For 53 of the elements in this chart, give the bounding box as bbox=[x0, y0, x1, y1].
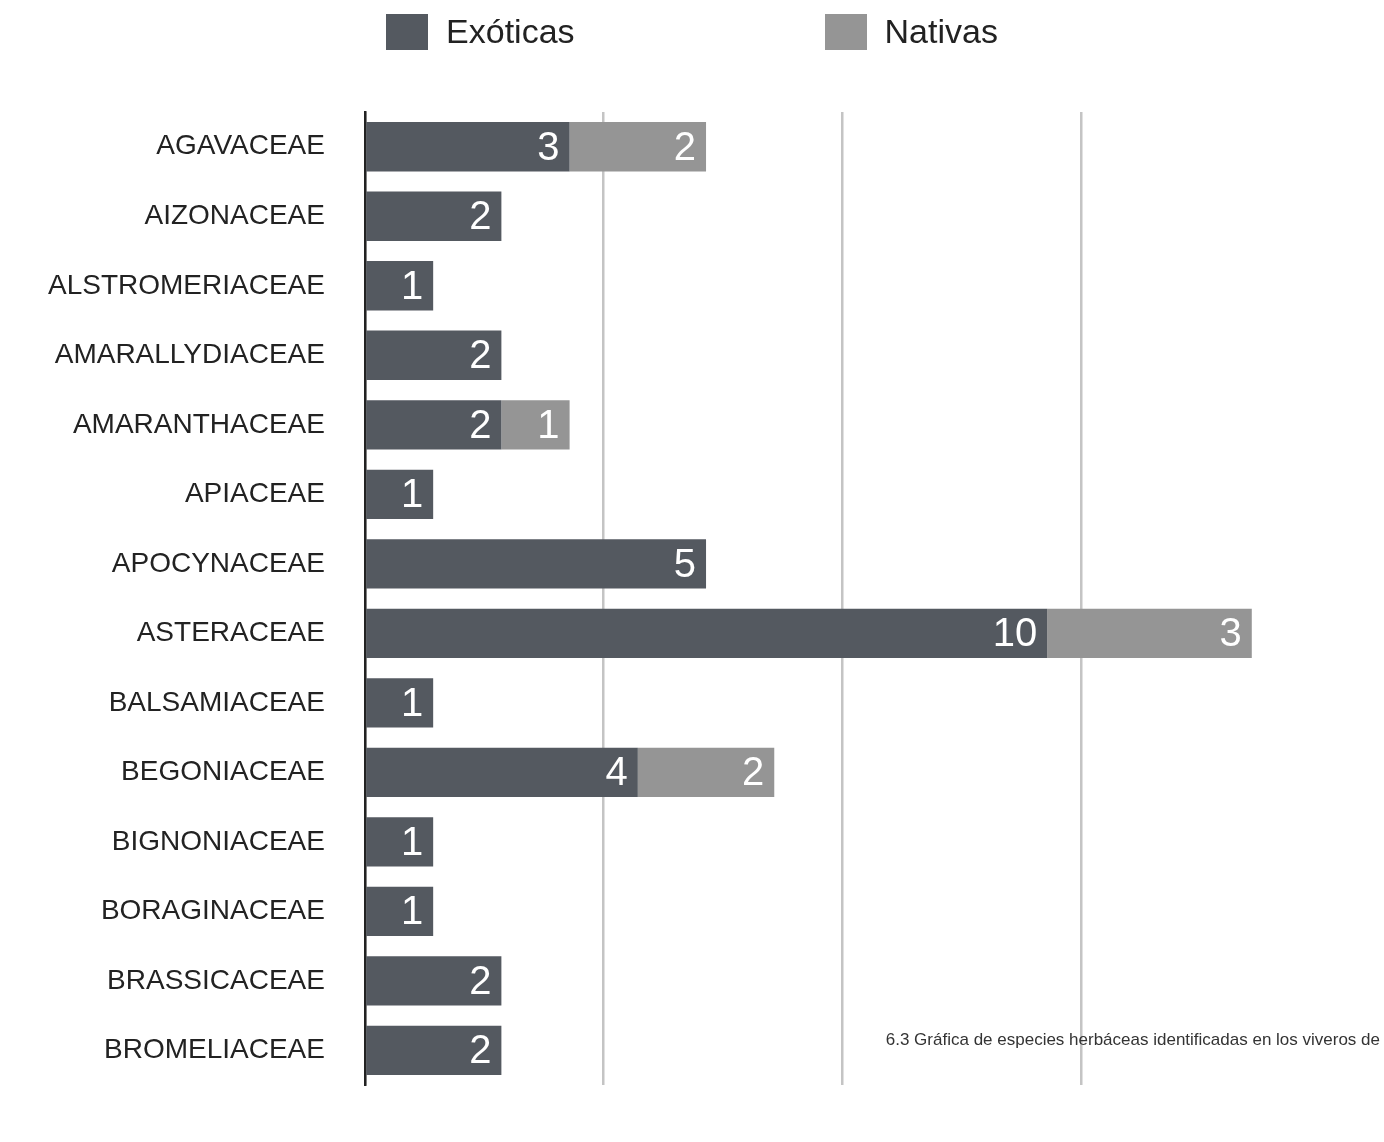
bar bbox=[366, 261, 434, 311]
y-tick-label: BIGNONIACEAE bbox=[111, 824, 325, 856]
data-label: 2 bbox=[469, 1027, 492, 1072]
data-label: 4 bbox=[605, 749, 628, 794]
bar bbox=[366, 956, 502, 1006]
y-tick-label: AIZONACEAE bbox=[144, 198, 325, 230]
y-tick-label: APOCYNACEAE bbox=[111, 546, 325, 578]
bar bbox=[366, 469, 434, 520]
data-label: 1 bbox=[400, 679, 424, 724]
data-label: 1 bbox=[400, 818, 424, 863]
bar bbox=[366, 539, 707, 589]
bar bbox=[366, 191, 502, 241]
legend-label: Exóticas bbox=[446, 12, 575, 51]
data-label: 2 bbox=[469, 332, 492, 377]
bar bbox=[637, 747, 775, 798]
data-label: 3 bbox=[1219, 610, 1242, 655]
legend-label: Nativas bbox=[884, 12, 998, 51]
y-tick-label: BALSAMIACEAE bbox=[108, 685, 325, 717]
y-tick-label: BORAGINACEAE bbox=[100, 894, 325, 926]
data-label: 1 bbox=[400, 262, 424, 307]
data-label: 1 bbox=[400, 471, 424, 516]
y-tick-label: APIACEAE bbox=[184, 477, 325, 509]
bar bbox=[366, 747, 638, 798]
data-label: 2 bbox=[742, 749, 765, 794]
bar bbox=[1047, 608, 1252, 659]
bar bbox=[366, 817, 434, 867]
data-label: 2 bbox=[469, 193, 492, 238]
data-label: 2 bbox=[469, 401, 492, 446]
annotation: 6.3 Gráfica de especies herbáceas identificadas en los viveros de bbox=[885, 1030, 1380, 1050]
bar bbox=[569, 122, 707, 172]
y-tick-label: BEGONIACEAE bbox=[121, 755, 325, 787]
bar bbox=[366, 608, 1048, 659]
data-label: 2 bbox=[469, 957, 492, 1002]
data-label: 2 bbox=[673, 123, 697, 168]
bar bbox=[366, 886, 434, 937]
data-label: 5 bbox=[673, 540, 697, 585]
bar bbox=[366, 1025, 502, 1076]
data-label: 1 bbox=[537, 401, 560, 446]
y-tick-label: BRASSICACEAE bbox=[107, 963, 325, 995]
bar bbox=[366, 678, 434, 728]
y-tick-label: ASTERACEAE bbox=[136, 616, 325, 648]
data-label: 1 bbox=[400, 888, 424, 933]
bar bbox=[501, 400, 570, 450]
bar bbox=[366, 122, 570, 172]
data-label: 3 bbox=[537, 123, 560, 168]
y-tick-label: AMARALLYDIACEAE bbox=[54, 338, 325, 370]
y-tick-label: BROMELIACEAE bbox=[104, 1033, 325, 1065]
bar bbox=[366, 400, 502, 450]
data-label: 10 bbox=[992, 610, 1038, 655]
y-tick-label: AMARANTHACEAE bbox=[72, 407, 325, 439]
y-tick-label: ALSTROMERIACEAE bbox=[48, 268, 325, 300]
y-tick-label: AGAVACEAE bbox=[156, 129, 325, 161]
bar bbox=[366, 330, 502, 380]
